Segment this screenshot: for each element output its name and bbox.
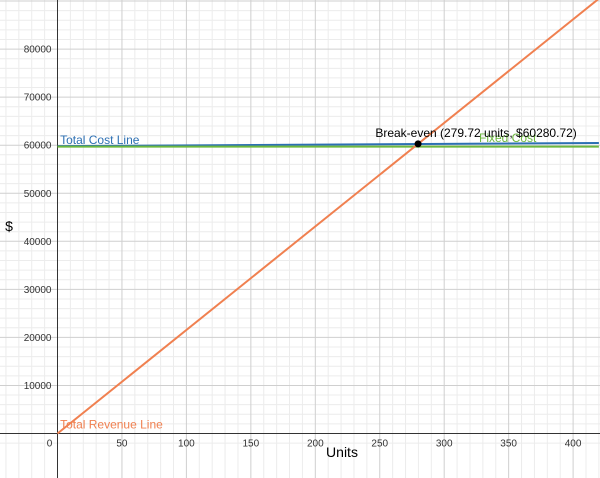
y-tick-label: 80000 xyxy=(24,45,52,56)
series-line-revenue[interactable] xyxy=(56,0,599,435)
series-lines xyxy=(56,0,599,435)
y-tick-label: 40000 xyxy=(24,237,52,248)
x-tick-labels: 0 50 100 150 200 250 300 350 400 xyxy=(47,439,582,450)
x-tick-label: 150 xyxy=(243,439,260,450)
x-tick-label: 400 xyxy=(565,439,582,450)
break-even-point[interactable] xyxy=(414,140,422,148)
x-tick-label: 50 xyxy=(116,439,128,450)
x-tick-label: 300 xyxy=(436,439,453,450)
x-tick-label: 200 xyxy=(307,439,324,450)
series-label-revenue: Total Revenue Line xyxy=(60,418,163,432)
break-even-label: Break-even (279.72 units, $60280.72) xyxy=(375,126,576,140)
y-tick-label: 70000 xyxy=(24,93,52,104)
series-label-fixed-cost: Fixed Cost xyxy=(479,131,537,145)
y-tick-label: 10000 xyxy=(24,381,52,392)
series-line-total-cost[interactable] xyxy=(57,142,599,148)
y-tick-labels: 10000 20000 30000 40000 50000 60000 70000 80000 xyxy=(24,45,52,392)
y-tick-label: 20000 xyxy=(24,333,52,344)
series-label-total-cost: Total Cost Line xyxy=(60,133,140,147)
y-tick-label: 30000 xyxy=(24,285,52,296)
y-tick-label: 60000 xyxy=(24,141,52,152)
x-tick-label: 0 xyxy=(47,439,53,450)
series-labels: Total Cost Line Fixed Cost Total Revenue L… xyxy=(60,131,537,431)
x-axis-title: Units xyxy=(326,444,358,460)
y-tick-label: 50000 xyxy=(24,189,52,200)
x-tick-label: 350 xyxy=(500,439,517,450)
y-axis-title: $ xyxy=(5,218,13,234)
x-tick-label: 100 xyxy=(178,439,195,450)
x-tick-label: 250 xyxy=(371,439,388,450)
